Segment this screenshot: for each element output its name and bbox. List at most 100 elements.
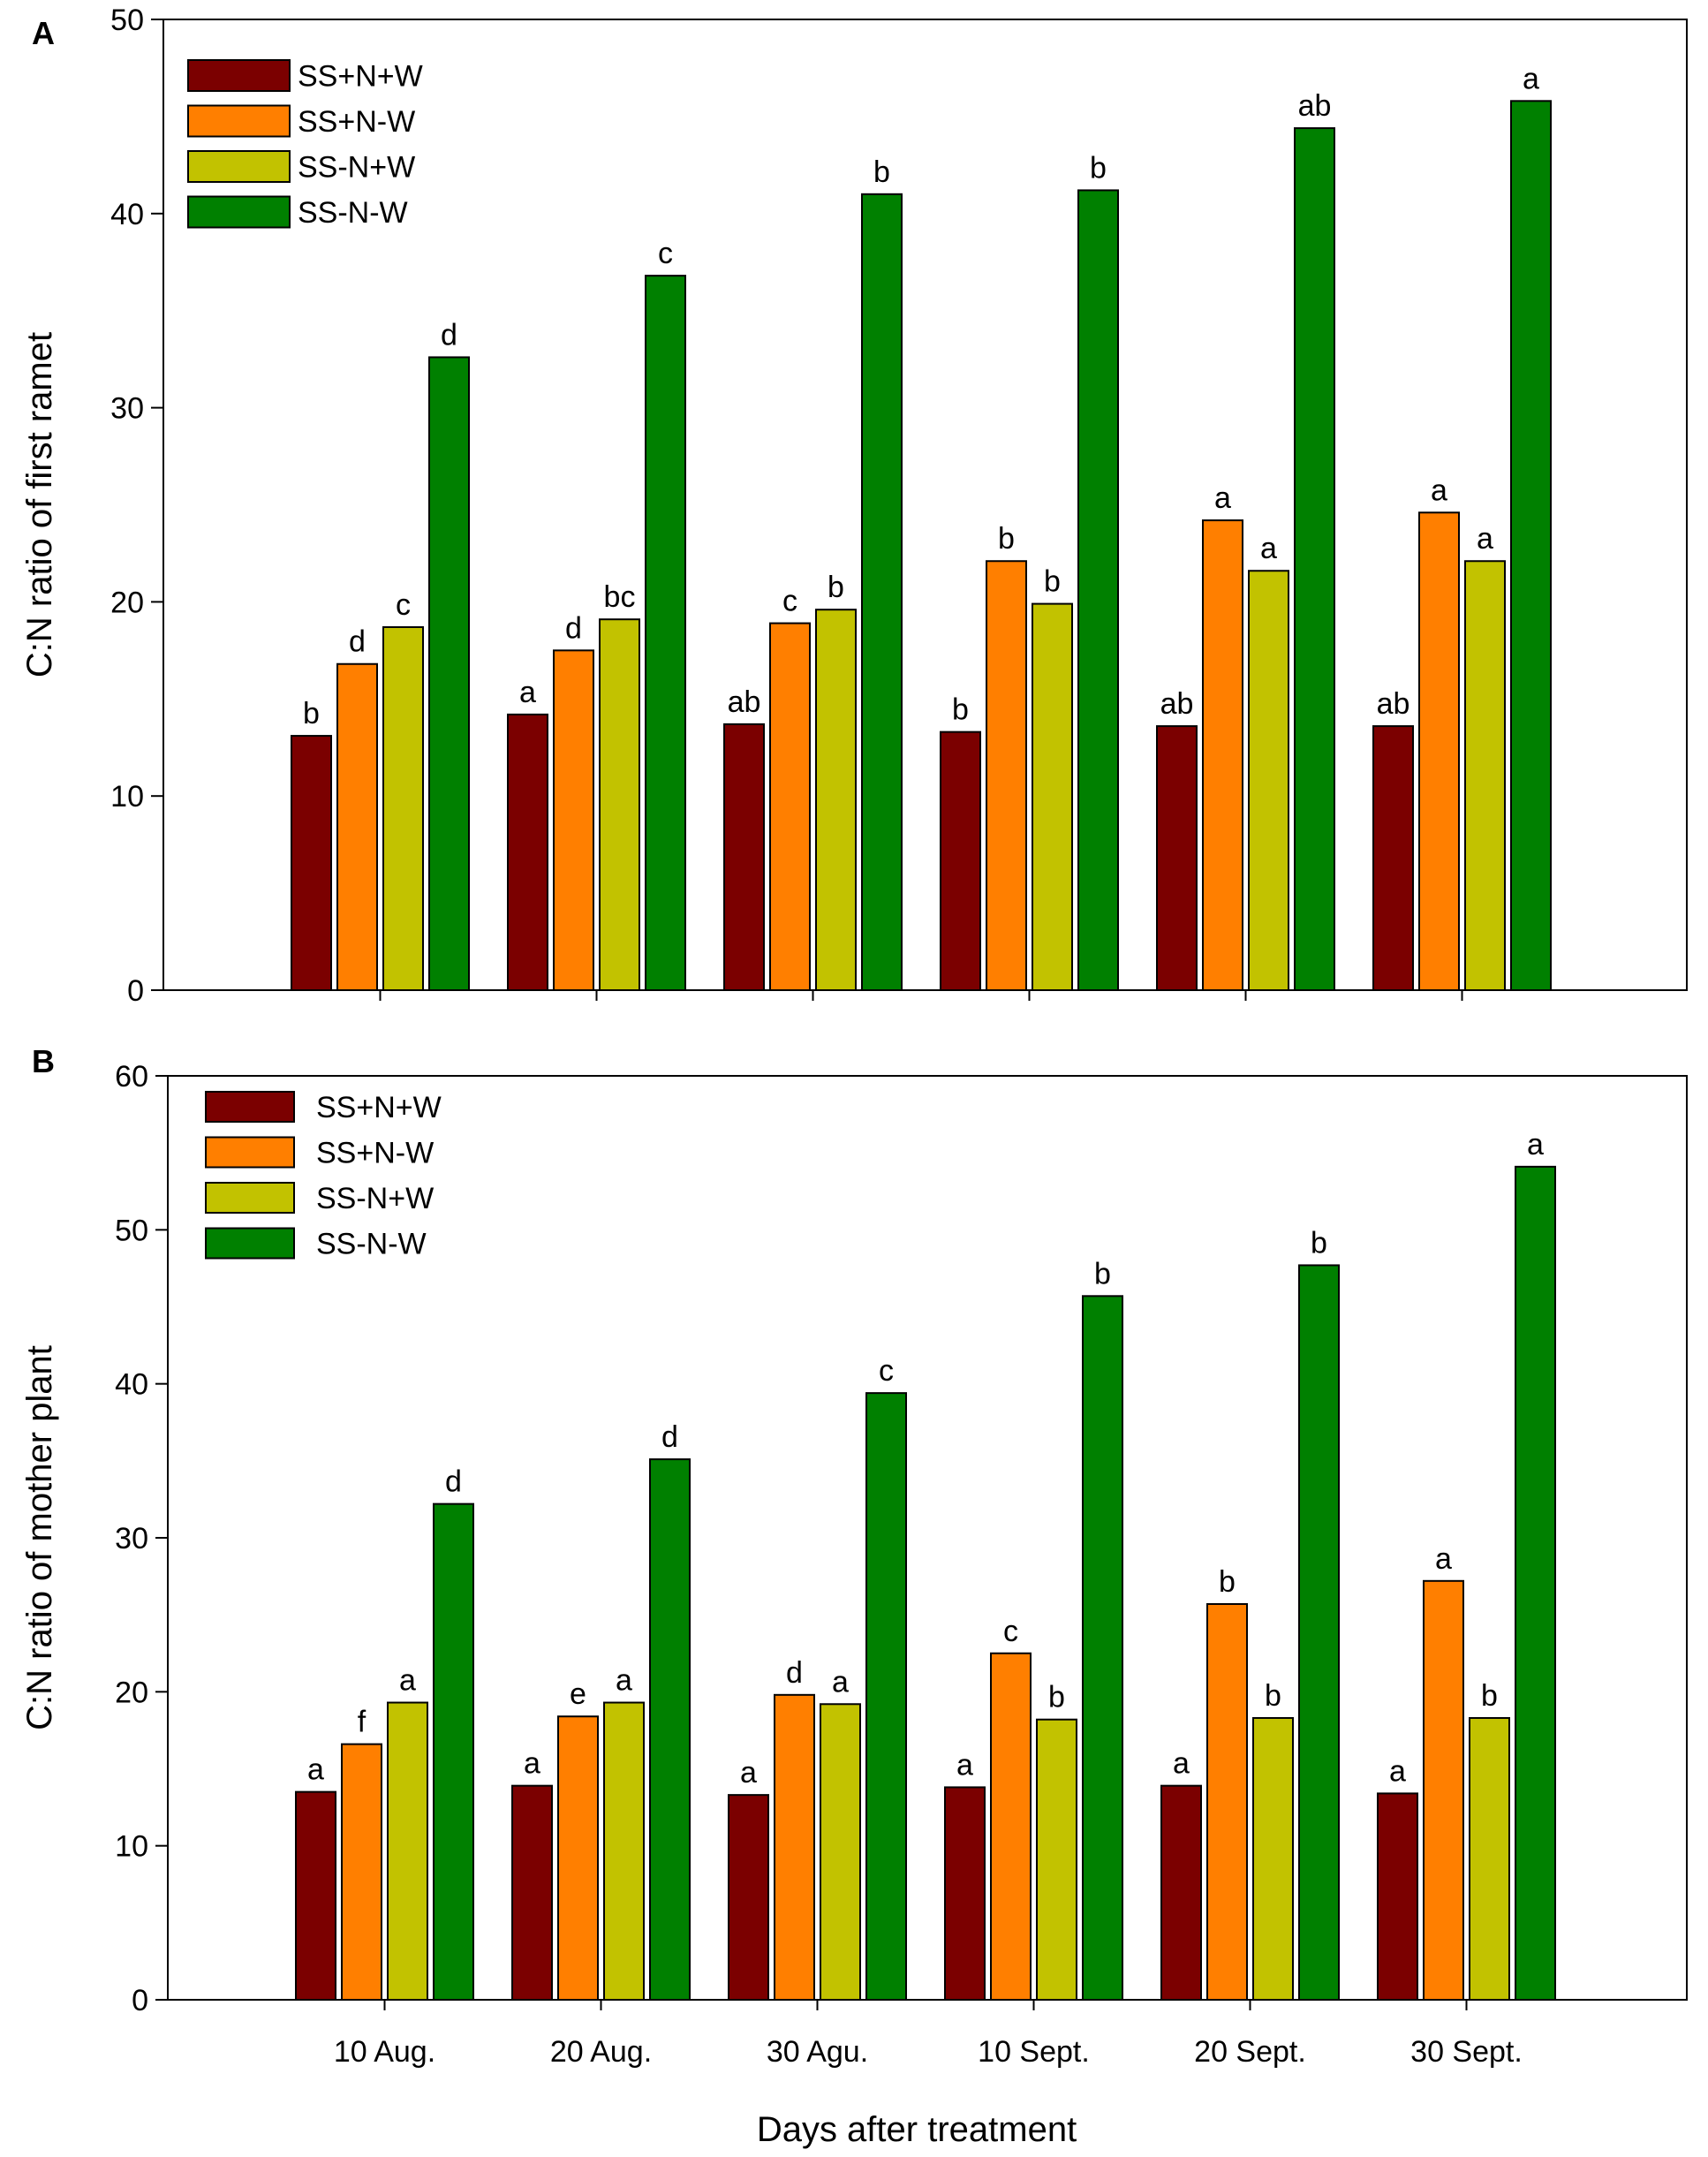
bar-significance-label: a <box>1214 481 1231 515</box>
bar-significance-label: ab <box>1298 89 1332 123</box>
bar-significance-label: ab <box>1377 687 1410 721</box>
bar-significance-label: bc <box>604 580 636 614</box>
bar-significance-label: c <box>396 588 411 622</box>
bar-significance-label: a <box>832 1665 849 1699</box>
bar <box>1248 570 1289 991</box>
bar <box>645 275 686 991</box>
x-axis-title: Days after treatment <box>757 2110 1077 2149</box>
bar <box>1156 725 1198 992</box>
bar <box>815 609 857 992</box>
legend-label: SS-N+W <box>298 151 415 185</box>
bar-significance-label: a <box>399 1664 416 1698</box>
bar-significance-label: ab <box>728 685 761 719</box>
bar-significance-label: b <box>1044 565 1061 599</box>
bar <box>940 730 981 992</box>
bar-significance-label: a <box>524 1747 540 1781</box>
bar-significance-label: b <box>1311 1226 1327 1260</box>
legend: SS+N+W SS+N-W SS-N+W SS-N-W <box>187 59 423 230</box>
bar-significance-label: b <box>873 155 890 189</box>
legend-label: SS+N+W <box>298 60 423 94</box>
y-tick-label: 40 <box>115 1368 148 1402</box>
legend-label: SS+N-W <box>298 105 415 139</box>
bar-significance-label: b <box>952 693 969 727</box>
bar-significance-label: f <box>358 1706 367 1739</box>
legend-swatch <box>187 150 291 183</box>
bar-significance-label: b <box>1481 1679 1498 1713</box>
legend-swatch <box>187 59 291 92</box>
bar <box>599 618 640 991</box>
x-tick-label: 10 Sept. <box>978 2035 1090 2069</box>
bar <box>553 649 594 991</box>
bar-significance-label: a <box>1260 532 1277 565</box>
y-axis-title: C:N ratio of first ramet <box>20 332 59 677</box>
plot-frame <box>162 19 1688 991</box>
bar <box>986 560 1027 991</box>
bar-significance-label: a <box>1431 473 1447 507</box>
bar <box>428 356 470 991</box>
y-tick-label: 20 <box>110 586 144 619</box>
bar <box>1206 1602 1248 2002</box>
bar-significance-label: b <box>303 697 320 730</box>
legend-label: SS+N-W <box>316 1137 434 1170</box>
bar <box>861 193 903 991</box>
y-tick-label: 60 <box>115 1060 148 1094</box>
bar <box>990 1652 1032 2001</box>
bar <box>774 1693 815 2001</box>
bar-significance-label: a <box>1173 1747 1190 1781</box>
chart-panel-b: B 0 10 20 30 40 50 60 C:N ratio of mother plant a… <box>20 1043 1688 2149</box>
bar <box>728 1794 769 2002</box>
bar-significance-label: c <box>1003 1615 1018 1648</box>
bar <box>1418 511 1460 991</box>
bar <box>1036 1718 1077 2002</box>
bar-significance-label: a <box>519 676 536 709</box>
panel-letter: B <box>32 1043 55 1079</box>
y-tick-label: 20 <box>115 1676 148 1709</box>
bar-significance-label: b <box>1094 1257 1111 1290</box>
y-axis-title: C:N ratio of mother plant <box>20 1345 59 1730</box>
bar-significance-label: a <box>307 1753 324 1787</box>
bar <box>1082 1295 1123 2001</box>
bar-significance-label: b <box>1048 1681 1065 1714</box>
bar <box>433 1502 474 2001</box>
x-tick-label: 20 Sept. <box>1194 2035 1306 2069</box>
legend-label: SS-N+W <box>316 1182 434 1215</box>
bar-significance-label: b <box>828 571 844 604</box>
bar-significance-label: ab <box>1160 687 1194 721</box>
bar-significance-label: a <box>1527 1128 1544 1162</box>
x-tick-label: 10 Aug. <box>334 2035 435 2069</box>
y-tick-label: 0 <box>127 974 144 1008</box>
legend-swatch <box>205 1091 295 1123</box>
bar <box>387 1701 428 2001</box>
legend: SS+N+W SS+N-W SS-N+W SS-N-W <box>205 1091 442 1261</box>
x-tick-label: 30 Sept. <box>1410 2035 1523 2069</box>
bar <box>1464 560 1506 991</box>
bar-significance-label: b <box>1090 151 1107 185</box>
panel-letter: A <box>32 15 55 51</box>
legend-swatch <box>205 1182 295 1214</box>
legend-swatch <box>187 104 291 138</box>
bar <box>511 1784 553 2001</box>
bar-significance-label: c <box>879 1354 894 1388</box>
bar <box>1298 1264 1340 2002</box>
x-tick-label: 20 Aug. <box>550 2035 652 2069</box>
bar-significance-label: a <box>616 1664 632 1698</box>
bar <box>1423 1579 1464 2002</box>
y-tick-label: 40 <box>110 198 144 231</box>
bar <box>1077 189 1119 991</box>
bar-significance-label: e <box>570 1677 586 1711</box>
y-tick-label: 10 <box>115 1830 148 1864</box>
legend-swatch <box>205 1136 295 1169</box>
legend-swatch <box>187 195 291 229</box>
bar <box>1160 1784 1202 2001</box>
bar <box>865 1392 907 2002</box>
legend-label: SS+N+W <box>316 1091 442 1124</box>
legend-swatch <box>205 1227 295 1260</box>
bar <box>769 622 811 991</box>
y-tick-label: 30 <box>115 1522 148 1555</box>
bar-significance-label: a <box>1477 522 1493 556</box>
bar <box>1372 725 1414 992</box>
y-tick-label: 0 <box>132 1984 148 2017</box>
bar <box>336 662 378 992</box>
